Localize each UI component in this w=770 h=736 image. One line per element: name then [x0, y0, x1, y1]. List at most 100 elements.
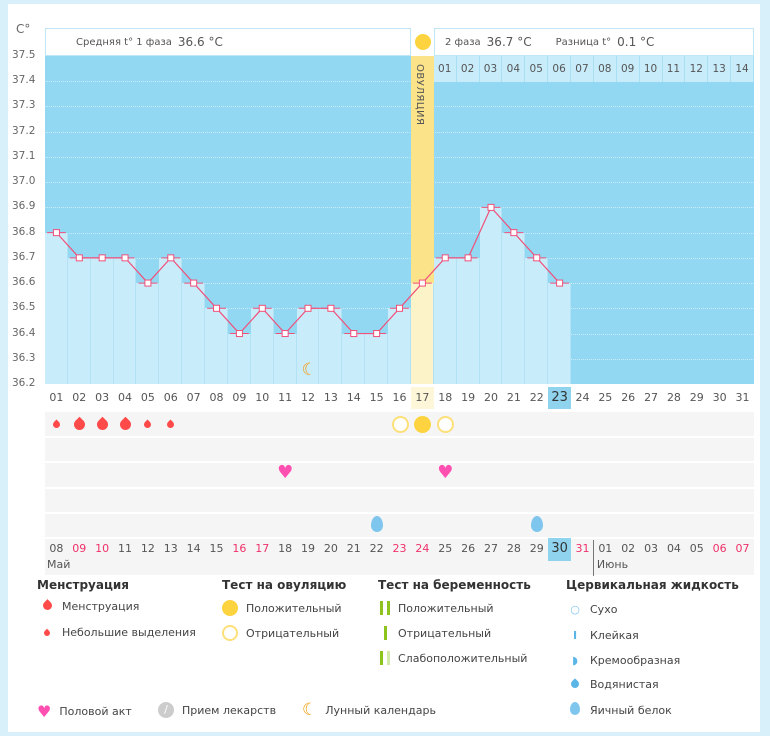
cycle-day-number[interactable]: 26	[621, 391, 636, 404]
heart-icon[interactable]: ♥	[277, 462, 294, 483]
ovulation-negative-icon[interactable]	[437, 416, 455, 433]
cycle-day-number[interactable]: 13	[323, 391, 338, 404]
temperature-point[interactable]	[373, 330, 381, 338]
cycle-day-number[interactable]: 14	[346, 391, 361, 404]
menstruation-drop-icon[interactable]	[94, 416, 110, 432]
temperature-bar[interactable]	[479, 207, 503, 384]
date-cell[interactable]: 01	[598, 542, 613, 555]
temperature-bar[interactable]	[182, 283, 206, 384]
date-cell[interactable]: 15	[209, 542, 224, 555]
menstruation-drop-icon[interactable]	[142, 419, 153, 429]
date-cell[interactable]: 24	[415, 542, 430, 555]
date-cell[interactable]: 02	[621, 542, 636, 555]
cycle-day-number[interactable]: 24	[575, 391, 590, 404]
date-cell[interactable]: 11	[118, 542, 133, 555]
temperature-bar[interactable]	[90, 257, 114, 384]
date-cell[interactable]: 03	[644, 542, 659, 555]
temperature-bar[interactable]	[502, 232, 526, 384]
temperature-point[interactable]	[396, 304, 403, 312]
cycle-day-number[interactable]: 12	[301, 391, 315, 404]
cycle-day-number[interactable]: 08	[209, 391, 224, 404]
egg-white-drop-icon[interactable]	[530, 516, 543, 532]
temperature-bar[interactable]	[548, 283, 572, 384]
temperature-point[interactable]	[441, 254, 449, 262]
cycle-day-number[interactable]: 16	[392, 391, 407, 404]
cycle-day-number[interactable]: 22	[529, 391, 544, 404]
cycle-day-number[interactable]: 05	[140, 391, 155, 404]
date-cell[interactable]: 22	[369, 542, 384, 555]
date-cell[interactable]: 07	[735, 542, 750, 555]
menstruation-drop-icon[interactable]	[117, 416, 133, 432]
cycle-day-number[interactable]: 07	[186, 391, 201, 404]
temperature-point[interactable]	[144, 279, 152, 287]
temperature-point[interactable]	[533, 254, 541, 262]
date-cell[interactable]: 28	[506, 542, 521, 555]
temperature-point[interactable]	[556, 279, 564, 287]
date-cell[interactable]: 31	[575, 542, 590, 555]
date-cell[interactable]: 19	[301, 542, 315, 555]
cycle-day-number[interactable]: 19	[461, 391, 476, 404]
date-cell[interactable]: 08	[49, 542, 64, 555]
temperature-bar[interactable]	[113, 257, 137, 384]
cycle-day-number[interactable]: 10	[255, 391, 270, 404]
temperature-point[interactable]	[281, 330, 289, 338]
temperature-bar[interactable]	[342, 333, 366, 384]
date-cell[interactable]: 21	[346, 542, 361, 555]
date-cell[interactable]: 29	[529, 542, 544, 555]
date-cell[interactable]: 05	[689, 542, 704, 555]
date-cell[interactable]: 10	[95, 542, 110, 555]
date-cell[interactable]: 17	[255, 542, 270, 555]
ovulation-positive-icon[interactable]	[414, 416, 432, 433]
cycle-day-number[interactable]: 03	[95, 391, 110, 404]
heart-icon[interactable]: ♥	[437, 462, 454, 483]
temperature-point[interactable]	[167, 254, 175, 262]
date-cell[interactable]: 27	[483, 542, 498, 555]
cycle-day-number[interactable]: 25	[598, 391, 613, 404]
temperature-bar[interactable]	[273, 333, 297, 384]
cycle-day-number[interactable]: 09	[232, 391, 247, 404]
cycle-day-number[interactable]: 04	[118, 391, 133, 404]
cycle-day-number[interactable]: 20	[483, 391, 498, 404]
cycle-day-number[interactable]: 28	[666, 391, 681, 404]
date-cell[interactable]: 06	[712, 542, 727, 555]
temperature-point[interactable]	[350, 330, 358, 338]
cycle-day-number[interactable]: 30	[712, 391, 727, 404]
temperature-bar[interactable]	[525, 257, 549, 384]
temperature-bar[interactable]	[136, 283, 160, 384]
temperature-point[interactable]	[98, 254, 106, 262]
temperature-bar[interactable]	[227, 333, 251, 384]
cycle-day-number[interactable]: 29	[689, 391, 704, 404]
date-cell[interactable]: 04	[666, 542, 681, 555]
date-cell[interactable]: 13	[163, 542, 178, 555]
date-cell[interactable]: 30	[548, 538, 572, 564]
temperature-point[interactable]	[304, 304, 312, 312]
temperature-bar[interactable]	[319, 308, 343, 384]
menstruation-drop-icon[interactable]	[51, 419, 62, 429]
temperature-bar[interactable]	[250, 308, 274, 384]
temperature-point[interactable]	[190, 279, 198, 287]
ovulation-negative-icon[interactable]	[391, 416, 409, 433]
date-cell[interactable]: 25	[438, 542, 453, 555]
temperature-bar[interactable]	[456, 257, 480, 384]
date-cell[interactable]: 14	[186, 542, 201, 555]
cycle-day-number[interactable]: 15	[369, 391, 384, 404]
date-cell[interactable]: 20	[323, 542, 338, 555]
temperature-point[interactable]	[510, 229, 518, 237]
cycle-day-number[interactable]: 21	[506, 391, 521, 404]
temperature-point[interactable]	[258, 304, 266, 312]
temperature-bar[interactable]	[296, 308, 320, 384]
date-cell[interactable]: 09	[72, 542, 87, 555]
date-cell[interactable]: 26	[461, 542, 476, 555]
temperature-bar[interactable]	[433, 257, 457, 384]
temperature-bar[interactable]	[159, 257, 183, 384]
temperature-bar[interactable]	[365, 333, 389, 384]
menstruation-drop-icon[interactable]	[71, 416, 88, 432]
temperature-point[interactable]	[487, 203, 495, 211]
date-cell[interactable]: 18	[278, 542, 293, 555]
cycle-day-number[interactable]: 17	[410, 387, 434, 409]
temperature-point[interactable]	[418, 279, 426, 287]
cycle-day-number[interactable]: 27	[644, 391, 659, 404]
cycle-day-number[interactable]: 31	[735, 391, 750, 404]
temperature-bar[interactable]	[205, 308, 228, 384]
cycle-day-number[interactable]: 11	[278, 391, 293, 404]
